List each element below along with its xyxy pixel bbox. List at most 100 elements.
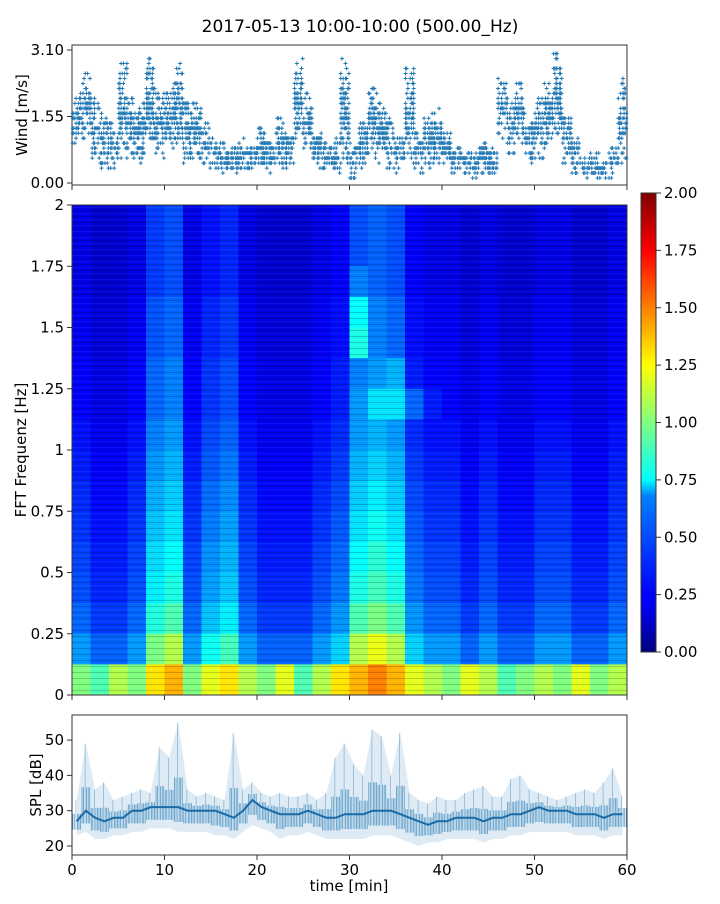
wind-point <box>419 166 424 171</box>
wind-point <box>407 141 412 146</box>
wind-point <box>102 141 107 146</box>
wind-point <box>301 126 306 131</box>
wind-point <box>423 126 428 131</box>
wind-point <box>249 166 254 171</box>
wind-point <box>78 96 83 101</box>
wind-point <box>564 131 569 136</box>
wind-point <box>437 156 442 161</box>
wind-point <box>382 141 387 146</box>
wind-point <box>338 131 343 136</box>
wind-point <box>117 76 122 81</box>
wind-point <box>268 171 273 176</box>
wind-point <box>279 126 284 131</box>
wind-point <box>209 146 214 151</box>
wind-point <box>349 171 354 176</box>
wind-point <box>164 136 169 141</box>
wind-point <box>353 166 358 171</box>
wind-point <box>158 111 163 116</box>
wind-point <box>300 101 305 106</box>
wind-point <box>83 96 88 101</box>
wind-point <box>161 156 166 161</box>
wind-point <box>259 126 264 131</box>
wind-point <box>402 151 407 156</box>
wind-point <box>195 121 200 126</box>
wind-point <box>108 166 113 171</box>
wind-point <box>427 151 432 156</box>
wind-point <box>346 81 351 86</box>
wind-point <box>207 126 212 131</box>
wind-point <box>92 131 97 136</box>
spl-xtick-label: 50 <box>525 861 544 879</box>
wind-point <box>104 116 109 121</box>
wind-point <box>319 131 324 136</box>
wind-point <box>422 116 427 121</box>
wind-point <box>121 61 126 66</box>
wind-point <box>442 136 447 141</box>
wind-point <box>262 131 267 136</box>
wind-point <box>597 176 602 181</box>
wind-point <box>610 161 615 166</box>
wind-point <box>279 131 284 136</box>
wind-point <box>448 131 453 136</box>
wind-point <box>420 141 425 146</box>
wind-point <box>523 131 528 136</box>
wind-point <box>294 81 299 86</box>
wind-point <box>622 146 627 151</box>
wind-point <box>135 151 140 156</box>
wind-point <box>299 86 304 91</box>
wind-point <box>344 91 349 96</box>
wind-point <box>457 166 462 171</box>
wind-point <box>381 106 386 111</box>
wind-point <box>307 96 312 101</box>
spectrogram-streak-texture <box>72 205 627 695</box>
wind-point <box>389 121 394 126</box>
wind-point <box>387 141 392 146</box>
wind-point <box>255 151 260 156</box>
wind-point <box>497 116 502 121</box>
wind-point <box>343 61 348 66</box>
wind-point <box>85 71 90 76</box>
spl-xlabel: time [min] <box>310 877 389 895</box>
wind-point <box>344 66 349 71</box>
wind-point <box>122 101 127 106</box>
wind-point <box>302 96 307 101</box>
wind-point <box>540 96 545 101</box>
wind-point <box>209 141 214 146</box>
wind-point <box>588 151 593 156</box>
wind-point <box>534 136 539 141</box>
wind-point <box>284 166 289 171</box>
wind-point <box>413 156 418 161</box>
colorbar: 0.00 0.25 0.50 0.75 1.00 1.25 1.50 1.75 2.00 <box>640 184 697 661</box>
wind-point <box>89 106 94 111</box>
wind-point <box>464 156 469 161</box>
wind-point <box>404 136 409 141</box>
wind-point <box>519 81 524 86</box>
wind-point <box>213 141 218 146</box>
wind-point <box>111 156 116 161</box>
wind-point <box>400 136 405 141</box>
wind-point <box>143 121 148 126</box>
wind-point <box>204 131 209 136</box>
wind-point <box>536 96 541 101</box>
wind-point <box>105 156 110 161</box>
wind-point <box>619 121 624 126</box>
wind-point <box>304 106 309 111</box>
wind-point <box>117 81 122 86</box>
wind-point <box>275 156 280 161</box>
wind-point <box>222 141 227 146</box>
wind-point <box>386 151 391 156</box>
wind-point <box>494 161 499 166</box>
wind-point <box>596 151 601 156</box>
wind-point <box>127 101 132 106</box>
wind-point <box>220 171 225 176</box>
wind-point <box>404 66 409 71</box>
wind-point <box>156 91 161 96</box>
wind-point <box>412 166 417 171</box>
wind-point <box>194 141 199 146</box>
wind-point <box>90 156 95 161</box>
wind-point <box>309 116 314 121</box>
wind-point <box>170 141 175 146</box>
wind-ytick-label: 0.00 <box>31 174 64 192</box>
wind-point <box>151 66 156 71</box>
wind-point <box>239 146 244 151</box>
